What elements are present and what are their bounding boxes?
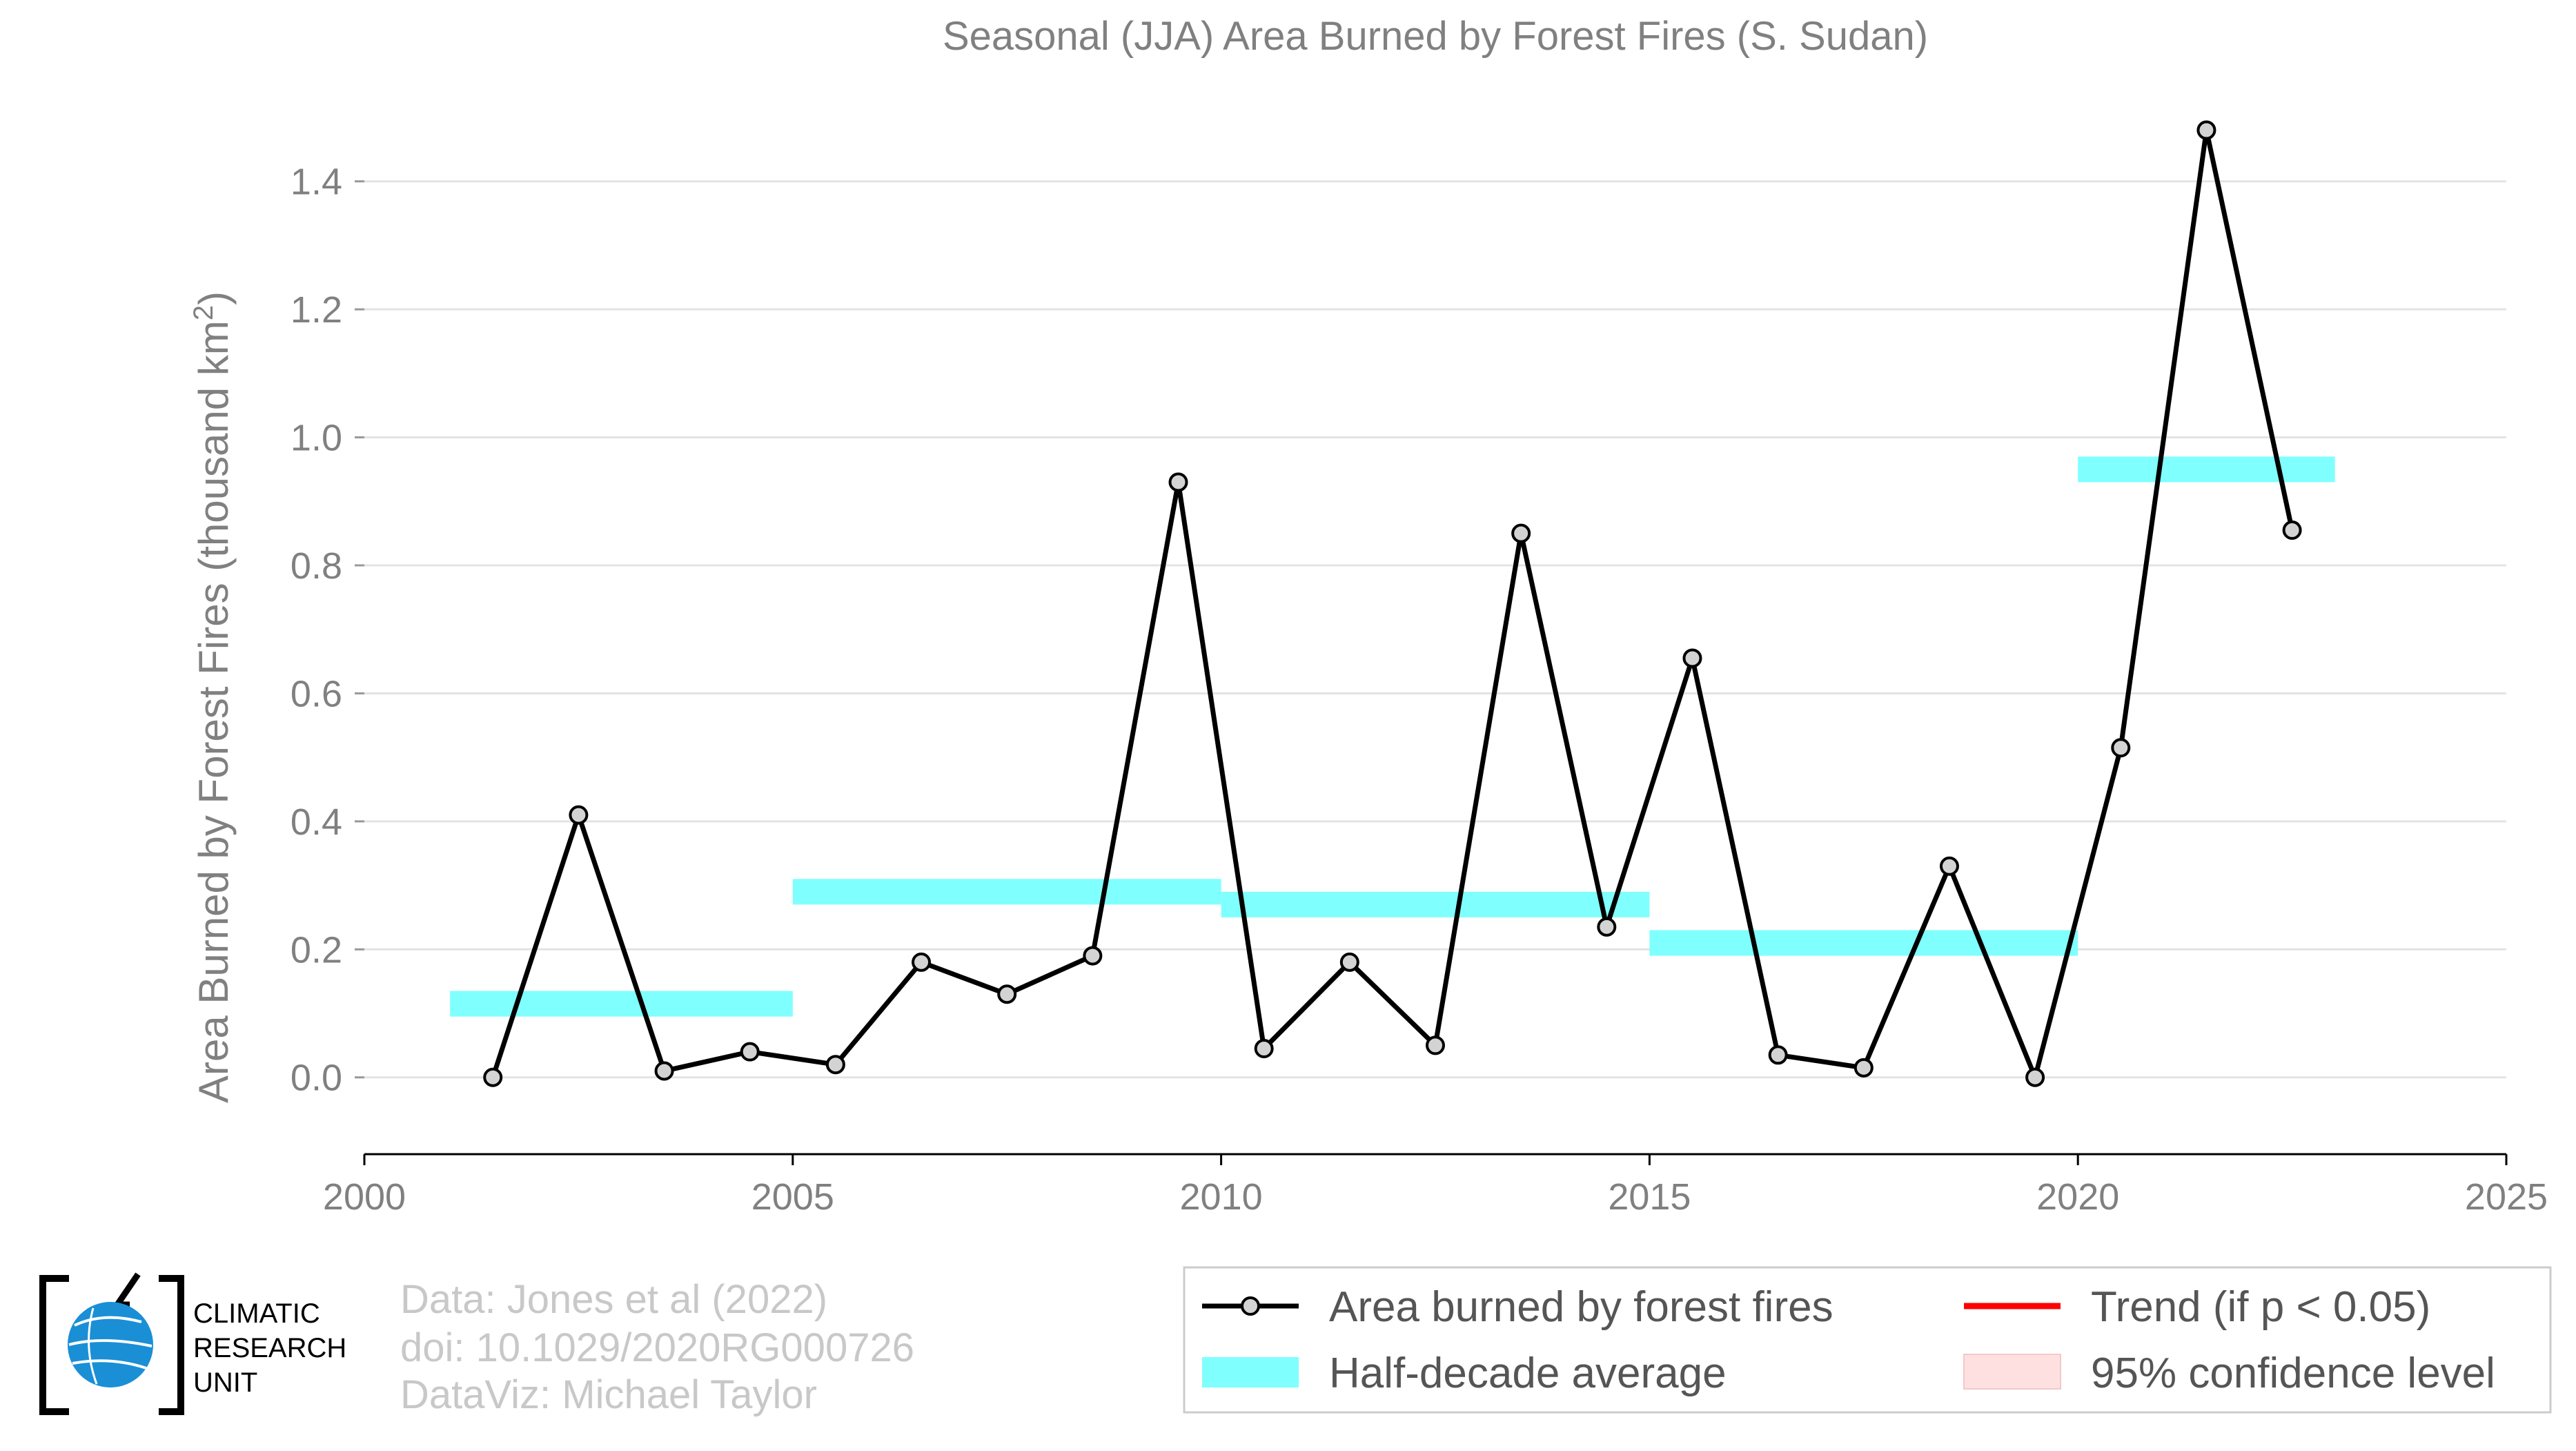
chart-title: Seasonal (JJA) Area Burned by Forest Fir… (943, 14, 1928, 59)
logo-line-3: UNIT (193, 1367, 257, 1398)
globe-icon (68, 1302, 153, 1387)
y-axis-label: Area Burned by Forest Fires (thousand km… (188, 291, 237, 1103)
half-decade-bar-4 (2078, 456, 2335, 483)
data-point-17 (1939, 856, 1959, 876)
legend-label-area-burned: Area burned by forest fires (1329, 1283, 1833, 1331)
credit-data-source: Data: Jones et al (2022) (400, 1277, 827, 1322)
credit-dataviz: DataViz: Michael Taylor (400, 1372, 817, 1417)
data-point-8 (1168, 472, 1188, 492)
y-tick-label-7: 1.4 (291, 162, 342, 203)
half-decade-average-bars (450, 456, 2335, 1017)
y-axis-ticks: 0.0 0.2 0.4 0.6 0.8 1.0 1.2 1.4 (291, 162, 364, 1099)
x-tick-label-3: 2015 (1608, 1176, 1691, 1218)
logo-line-1: CLIMATIC (193, 1298, 320, 1329)
grid-lines (364, 180, 2506, 1079)
half-decade-bar-2 (1221, 891, 1650, 917)
legend-label-half-decade: Half-decade average (1329, 1350, 1727, 1397)
data-point-14 (1682, 648, 1702, 668)
data-point-7 (1083, 946, 1103, 966)
logo-slash (111, 1272, 141, 1308)
y-tick-label-0: 0.0 (291, 1058, 342, 1099)
data-point-11 (1426, 1035, 1445, 1055)
data-point-0 (483, 1067, 503, 1087)
legend-item-area-burned: Area burned by forest fires (1202, 1283, 1833, 1331)
data-point-13 (1597, 917, 1617, 937)
data-point-15 (1768, 1045, 1788, 1065)
data-point-19 (2111, 738, 2131, 758)
y-axis-label-end: ) (190, 291, 237, 305)
data-point-21 (2282, 520, 2302, 541)
legend-item-trend: Trend (if p < 0.05) (1964, 1283, 2430, 1331)
data-point-2 (654, 1061, 674, 1081)
series-line-0 (490, 128, 2295, 1080)
y-axis-label-main: Area Burned by Forest Fires (thousand km (190, 320, 237, 1103)
half-decade-bar-3 (1649, 930, 2078, 956)
y-tick-label-5: 1.0 (291, 418, 342, 459)
y-tick-label-1: 0.2 (291, 929, 342, 971)
credit-doi: doi: 10.1029/2020RG000726 (400, 1325, 914, 1370)
legend-label-trend: Trend (if p < 0.05) (2091, 1283, 2430, 1331)
x-tick-label-1: 2005 (751, 1176, 834, 1218)
legend-label-confidence: 95% confidence level (2091, 1350, 2495, 1397)
data-point-20 (2196, 120, 2216, 140)
data-credits: Data: Jones et al (2022) doi: 10.1029/20… (400, 1277, 914, 1417)
data-point-12 (1511, 523, 1531, 543)
legend-item-confidence: 95% confidence level (1963, 1350, 2495, 1397)
x-axis: 2000 2005 2010 2015 2020 2025 (323, 1153, 2548, 1218)
legend-frame (1183, 1266, 2552, 1414)
data-point-3 (740, 1042, 760, 1062)
data-point-1 (569, 805, 589, 825)
half-decade-bar-0 (450, 991, 793, 1017)
data-point-4 (825, 1055, 845, 1075)
x-tick-label-4: 2020 (2036, 1176, 2119, 1218)
y-tick-label-2: 0.4 (291, 801, 342, 843)
legend: Area burned by forest fires Trend (if p … (1183, 1266, 2552, 1414)
logo-bracket-left (39, 1275, 69, 1415)
legend-item-half-decade: Half-decade average (1202, 1350, 1727, 1397)
data-point-10 (1339, 952, 1359, 972)
series-area-burned (483, 120, 2302, 1087)
logo-bracket-right (159, 1275, 184, 1415)
data-point-18 (2025, 1067, 2045, 1087)
y-tick-label-4: 0.8 (291, 545, 342, 587)
x-tick-label-0: 2000 (323, 1176, 406, 1218)
logo-line-2: RESEARCH (193, 1333, 346, 1363)
y-axis-label-superscript: 2 (188, 305, 219, 320)
half-decade-bar-1 (792, 879, 1221, 905)
x-tick-label-5: 2025 (2465, 1176, 2548, 1218)
x-tick-label-2: 2010 (1180, 1176, 1263, 1218)
cru-logo: CLIMATIC RESEARCH UNIT (39, 1272, 346, 1415)
y-tick-label-6: 1.2 (291, 289, 342, 331)
y-tick-label-3: 0.6 (291, 673, 342, 714)
data-point-16 (1854, 1058, 1874, 1078)
data-point-6 (997, 984, 1017, 1004)
data-point-9 (1254, 1039, 1274, 1059)
data-point-5 (912, 952, 932, 972)
